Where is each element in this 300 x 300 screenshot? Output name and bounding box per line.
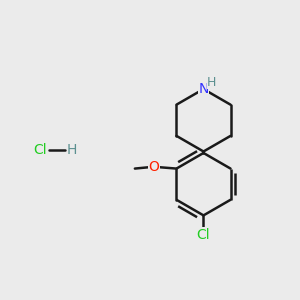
Text: Cl: Cl bbox=[197, 228, 210, 242]
Text: N: N bbox=[198, 82, 209, 96]
Text: O: O bbox=[149, 160, 160, 174]
Text: H: H bbox=[207, 76, 217, 89]
Text: Cl: Cl bbox=[33, 143, 47, 157]
Text: H: H bbox=[67, 143, 77, 157]
